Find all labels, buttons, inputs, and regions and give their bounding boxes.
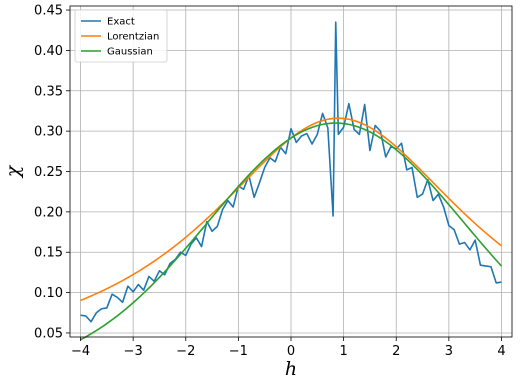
legend: Exact Lorentzian Gaussian [74, 9, 168, 63]
y-tick-label: 0.15 [34, 246, 63, 261]
legend-label-exact: Exact [107, 17, 135, 28]
y-tick-label: 0.05 [34, 326, 63, 341]
y-axis-label: χ [2, 164, 24, 179]
y-tick-label: 0.45 [34, 4, 63, 19]
y-tick-label: 0.30 [34, 125, 63, 140]
x-tick-label: 0 [287, 344, 295, 359]
legend-label-gaussian: Gaussian [107, 47, 153, 58]
y-tick-label: 0.10 [34, 286, 63, 301]
axis-ticks: −4 −3 −2 −1 0 1 2 3 4 0.05 0.10 0.15 0.20 0.25 0.30 0.3… [34, 4, 506, 359]
y-tick-label: 0.40 [34, 44, 63, 59]
x-tick-label: 3 [445, 344, 453, 359]
legend-box [74, 9, 168, 63]
y-tick-label: 0.35 [34, 84, 63, 99]
x-tick-label: 4 [497, 344, 505, 359]
legend-label-lorentzian: Lorentzian [107, 32, 159, 43]
y-tick-label: 0.25 [34, 165, 63, 180]
x-tick-label: −2 [176, 344, 195, 359]
x-tick-label: −3 [124, 344, 143, 359]
y-tick-label: 0.20 [34, 205, 63, 220]
x-tick-label: 2 [392, 344, 400, 359]
series-line-gaussian [80, 122, 503, 341]
x-tick-label: −4 [71, 344, 90, 359]
x-tick-label: 1 [339, 344, 347, 359]
x-axis-label: h [285, 358, 297, 380]
series-layer [80, 21, 503, 341]
x-tick-label: −1 [229, 344, 248, 359]
